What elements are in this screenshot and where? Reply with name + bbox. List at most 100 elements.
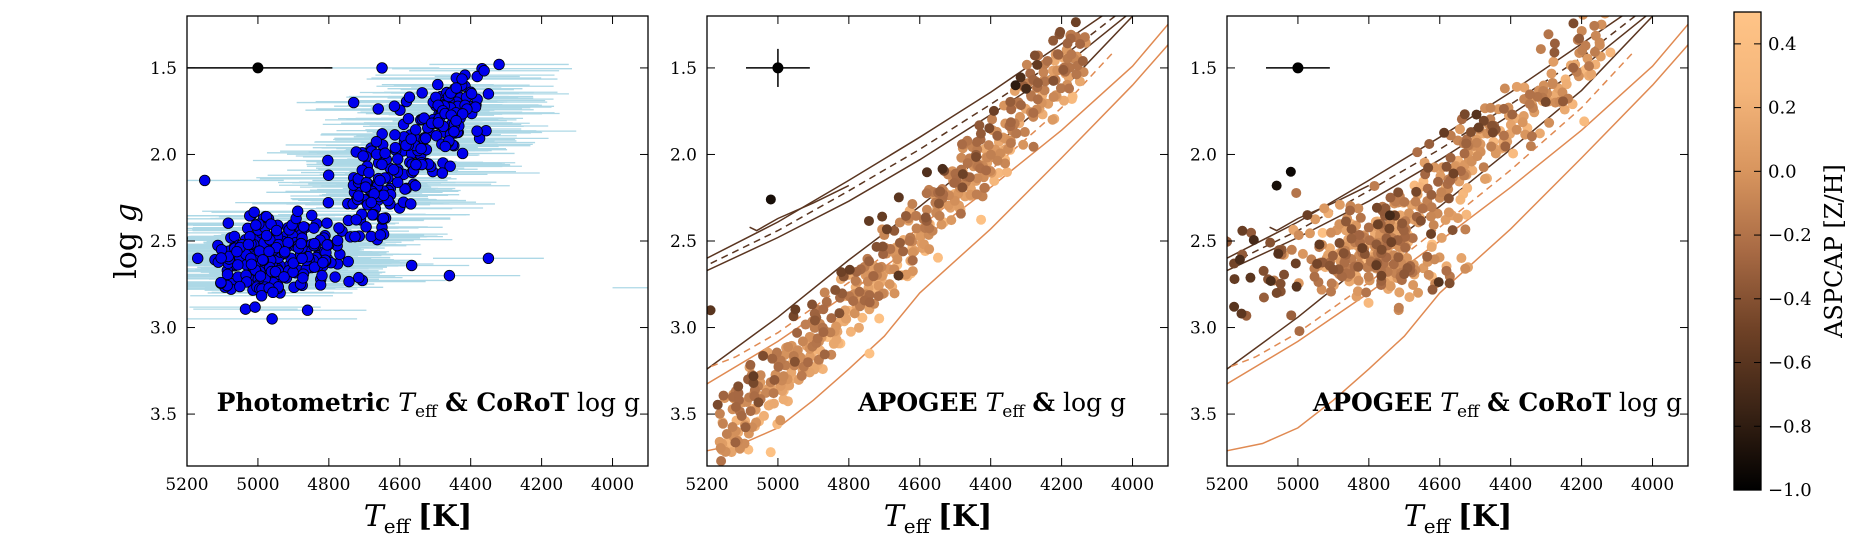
data-point (357, 150, 369, 162)
data-point (1055, 83, 1066, 94)
data-point (758, 410, 769, 421)
data-point (419, 132, 432, 145)
data-point (864, 348, 875, 359)
data-point (1443, 207, 1454, 218)
data-point (432, 78, 444, 91)
y-axis-label: log g (109, 203, 144, 279)
data-point (1042, 55, 1053, 66)
data-point (1393, 302, 1404, 313)
data-point (1339, 257, 1350, 268)
panel-title: APOGEE Teff & log g (857, 388, 1126, 422)
data-point (405, 198, 417, 210)
data-point (885, 244, 896, 255)
data-point (1028, 107, 1039, 118)
data-point (374, 229, 387, 241)
data-point (717, 418, 728, 429)
data-point (1399, 197, 1410, 208)
data-point (1498, 130, 1509, 141)
data-point (1293, 230, 1304, 241)
data-point (1314, 239, 1325, 250)
data-point (907, 198, 918, 209)
data-point (800, 319, 811, 330)
data-point (1070, 17, 1081, 28)
data-point (308, 237, 321, 250)
data-point (1372, 219, 1383, 230)
data-point (1021, 83, 1032, 94)
data-point (1568, 62, 1579, 73)
typical-error-marker (1292, 62, 1304, 74)
data-point (1346, 233, 1357, 244)
y-tick-label: 3.0 (670, 319, 697, 339)
data-point (873, 262, 884, 273)
data-point (436, 167, 449, 179)
data-point (269, 266, 282, 278)
data-point (1498, 103, 1509, 114)
data-point (1511, 124, 1522, 135)
data-point (1275, 278, 1286, 289)
data-point (830, 285, 841, 296)
data-point (1258, 292, 1269, 303)
data-point (1326, 227, 1337, 238)
data-point (403, 91, 416, 103)
data-point (1006, 104, 1017, 115)
data-point (1346, 224, 1357, 235)
data-point (1473, 122, 1484, 133)
data-point (1385, 192, 1396, 203)
data-point (898, 246, 909, 257)
data-point (478, 65, 490, 77)
data-point (322, 169, 335, 181)
data-point (465, 87, 478, 100)
title-eff: eff (1457, 402, 1481, 422)
data-point (254, 270, 267, 282)
data-point (1353, 203, 1364, 214)
data-point (388, 100, 401, 112)
x-tick-label: 4400 (1489, 475, 1532, 495)
data-point (1576, 25, 1587, 36)
data-point (1066, 93, 1077, 104)
data-point (1309, 271, 1320, 282)
data-point (278, 271, 290, 283)
data-point (893, 192, 904, 203)
data-point (716, 456, 727, 466)
colorbar-tick-label: −0.8 (1768, 416, 1812, 437)
data-point (1271, 287, 1282, 298)
x-tick-label: 4800 (307, 475, 350, 495)
x-tick-label: 5000 (756, 475, 799, 495)
y-tick-label: 1.5 (1190, 59, 1217, 79)
data-point (232, 259, 244, 271)
x-tick-label: 4000 (591, 475, 634, 495)
data-point (1384, 210, 1395, 221)
data-point (933, 198, 944, 209)
data-point (1005, 117, 1016, 128)
data-point (768, 398, 779, 409)
data-point (1433, 277, 1444, 288)
data-point (343, 275, 355, 288)
data-point (1317, 227, 1328, 238)
x-tick-label: 4400 (449, 475, 492, 495)
data-point (387, 164, 400, 176)
data-point (1526, 131, 1537, 142)
data-point (456, 147, 469, 160)
data-point (1424, 138, 1435, 149)
data-point (255, 290, 268, 302)
data-point (1413, 287, 1424, 298)
data-point (874, 313, 885, 324)
data-point (1519, 82, 1530, 93)
data-point (957, 182, 968, 193)
data-point (199, 174, 211, 187)
data-point (1486, 141, 1497, 152)
data-point (222, 217, 234, 229)
data-point (924, 244, 935, 255)
data-point (1444, 278, 1455, 289)
title-logg: log g (1063, 388, 1126, 417)
title-eff: eff (415, 402, 439, 422)
data-point (957, 169, 968, 180)
xlabel-eff: eff (1424, 514, 1452, 538)
data-point (1589, 20, 1600, 31)
data-point (279, 246, 291, 258)
y-tick-label: 3.5 (670, 405, 697, 425)
data-point (1441, 265, 1452, 276)
data-point (921, 167, 932, 178)
data-point (911, 223, 922, 234)
data-point (1574, 33, 1585, 44)
